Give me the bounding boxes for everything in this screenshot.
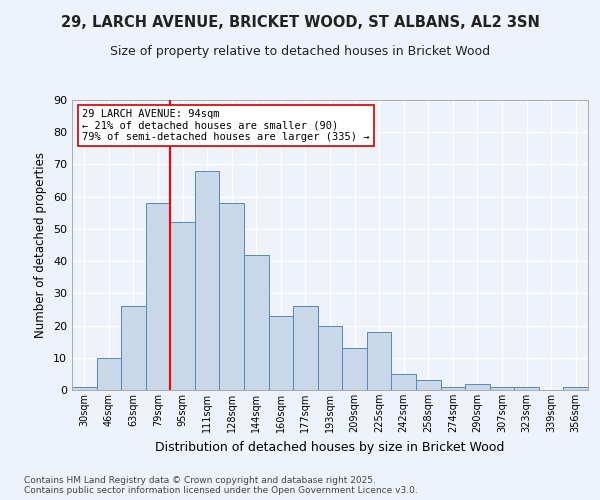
Bar bbox=[318, 326, 342, 390]
Bar bbox=[97, 358, 121, 390]
Bar bbox=[490, 387, 514, 390]
Bar bbox=[244, 254, 269, 390]
Bar bbox=[465, 384, 490, 390]
Bar bbox=[293, 306, 318, 390]
Bar bbox=[563, 387, 588, 390]
Bar bbox=[416, 380, 440, 390]
X-axis label: Distribution of detached houses by size in Bricket Wood: Distribution of detached houses by size … bbox=[155, 440, 505, 454]
Text: Contains HM Land Registry data © Crown copyright and database right 2025.
Contai: Contains HM Land Registry data © Crown c… bbox=[24, 476, 418, 495]
Y-axis label: Number of detached properties: Number of detached properties bbox=[34, 152, 47, 338]
Bar bbox=[72, 387, 97, 390]
Bar bbox=[195, 171, 220, 390]
Bar bbox=[367, 332, 391, 390]
Bar bbox=[440, 387, 465, 390]
Bar bbox=[391, 374, 416, 390]
Bar bbox=[121, 306, 146, 390]
Bar bbox=[342, 348, 367, 390]
Bar bbox=[269, 316, 293, 390]
Bar bbox=[514, 387, 539, 390]
Text: 29, LARCH AVENUE, BRICKET WOOD, ST ALBANS, AL2 3SN: 29, LARCH AVENUE, BRICKET WOOD, ST ALBAN… bbox=[61, 15, 539, 30]
Bar bbox=[146, 203, 170, 390]
Bar bbox=[220, 203, 244, 390]
Text: Size of property relative to detached houses in Bricket Wood: Size of property relative to detached ho… bbox=[110, 45, 490, 58]
Text: 29 LARCH AVENUE: 94sqm
← 21% of detached houses are smaller (90)
79% of semi-det: 29 LARCH AVENUE: 94sqm ← 21% of detached… bbox=[82, 108, 370, 142]
Bar bbox=[170, 222, 195, 390]
